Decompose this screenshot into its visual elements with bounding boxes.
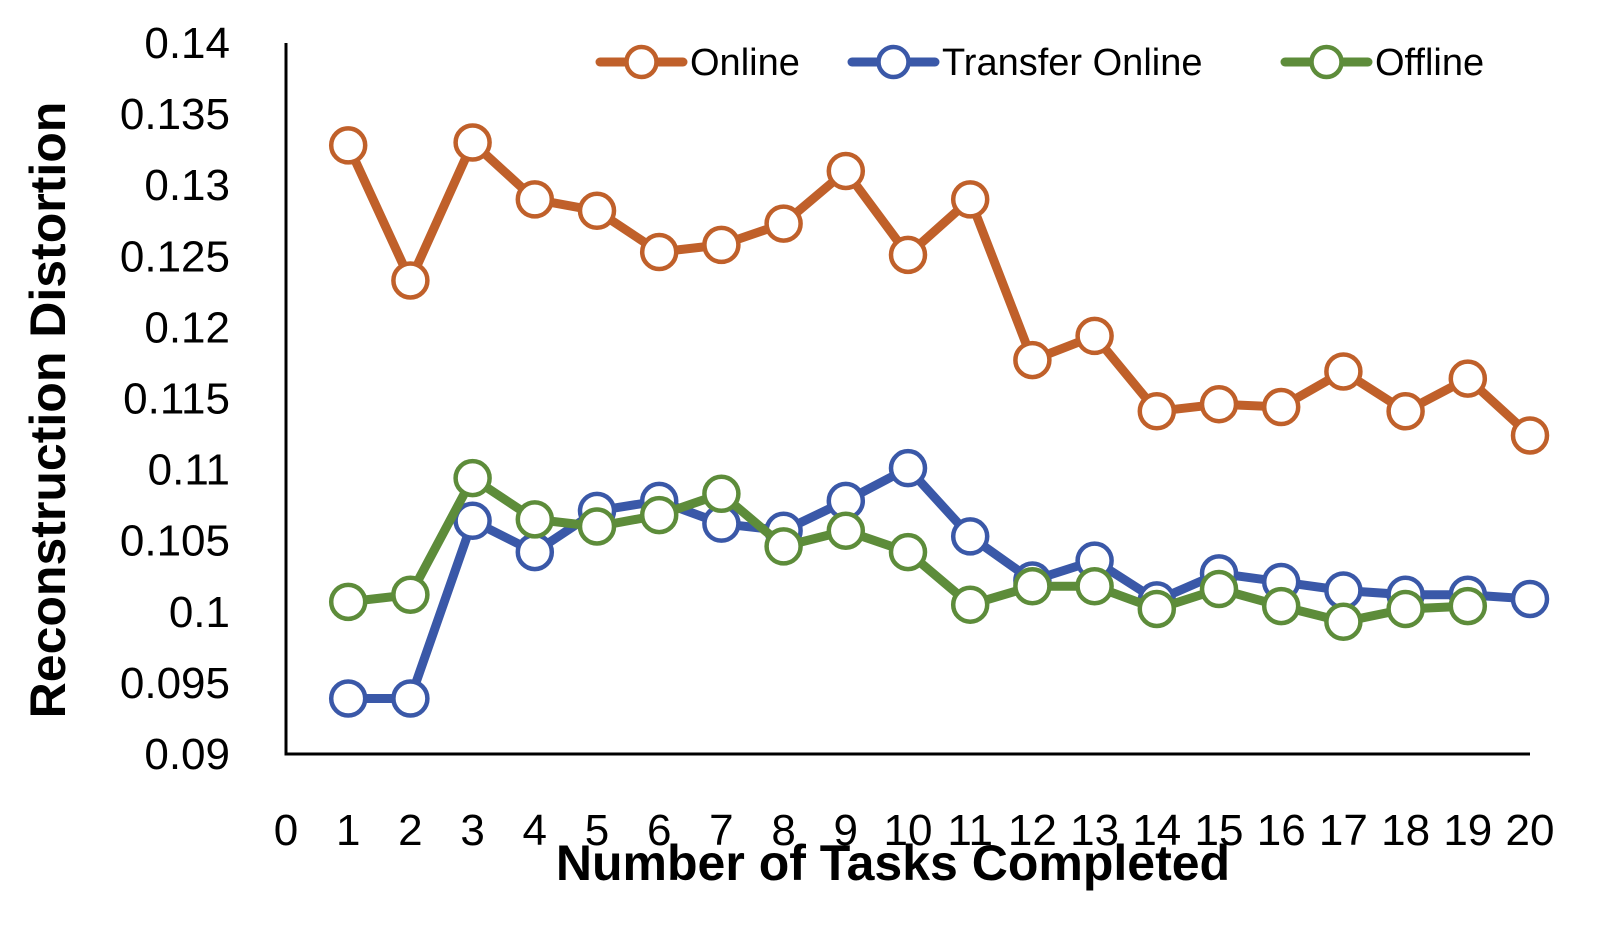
data-point-online [764, 204, 803, 243]
data-point-online [826, 151, 866, 191]
y-tick-label: 0.12 [144, 303, 230, 352]
data-point-transfer-online [1510, 579, 1550, 619]
y-tick-label: 0.115 [123, 375, 230, 424]
x-tick-label: 7 [709, 806, 733, 855]
x-tick-label: 14 [1132, 806, 1181, 855]
y-tick-label: 0.14 [144, 19, 230, 68]
series-offline [328, 458, 1488, 642]
data-point-online [391, 261, 430, 300]
data-point-online [1510, 416, 1550, 455]
x-tick-label: 6 [647, 806, 671, 855]
y-tick-label: 0.13 [144, 161, 230, 210]
data-point-offline [702, 474, 741, 514]
data-point-offline [1448, 586, 1488, 626]
data-point-offline [453, 458, 492, 498]
data-point-offline [639, 495, 679, 535]
data-point-offline [1137, 589, 1177, 629]
data-point-transfer-online [328, 679, 368, 718]
legend: Online Transfer Online Offline [595, 42, 1484, 84]
x-tick-label: 17 [1319, 806, 1368, 855]
x-tick-label: 0 [274, 806, 298, 855]
data-point-offline [391, 575, 430, 614]
data-point-transfer-online [391, 679, 430, 718]
data-point-offline [1324, 602, 1363, 642]
legend-label: Transfer Online [942, 42, 1202, 84]
data-point-online [577, 191, 617, 231]
data-point-offline [1075, 566, 1114, 606]
data-point-offline [1261, 586, 1301, 626]
data-point-online [1261, 387, 1301, 427]
data-point-offline [515, 500, 555, 539]
data-point-offline [888, 532, 928, 572]
x-tick-label: 15 [1195, 806, 1244, 855]
data-point-online [1199, 384, 1239, 424]
data-point-online [888, 235, 928, 275]
data-point-online [1013, 340, 1052, 380]
y-tick-label: 0.135 [120, 90, 230, 139]
data-point-online [328, 126, 368, 165]
legend-item-online: Online [595, 42, 800, 84]
legend-label: Online [690, 42, 800, 84]
y-axis-ticks: 0.09 0.095 0.1 0.105 0.11 0.115 0.12 0.125 0.13 0… [120, 19, 230, 779]
x-tick-label: 18 [1381, 806, 1430, 855]
data-point-transfer-online [888, 448, 928, 488]
data-point-offline [1013, 566, 1052, 606]
x-tick-label: 10 [884, 806, 933, 855]
legend-item-offline: Offline [1280, 42, 1484, 84]
x-tick-label: 9 [834, 806, 858, 855]
x-tick-label: 16 [1257, 806, 1306, 855]
y-tick-label: 0.1 [169, 588, 230, 637]
x-tick-label: 3 [460, 806, 484, 855]
data-point-transfer-online [515, 532, 555, 572]
x-tick-label: 13 [1070, 806, 1119, 855]
data-point-online [1386, 392, 1425, 431]
data-point-online [950, 180, 990, 219]
y-tick-label: 0.11 [148, 446, 230, 495]
legend-swatch-marker [1309, 44, 1344, 80]
x-axis-ticks: 0 1 2 3 4 5 6 7 8 9 10 11 12 13 14 15 16 17 18 19 20 [274, 806, 1555, 855]
data-point-online [515, 180, 555, 219]
legend-item-transfer-online: Transfer Online [847, 42, 1202, 84]
x-tick-label: 2 [398, 806, 422, 855]
y-tick-label: 0.105 [120, 517, 230, 566]
data-point-offline [1199, 569, 1239, 609]
y-tick-label: 0.125 [120, 232, 230, 281]
x-tick-label: 19 [1443, 806, 1492, 855]
x-tick-label: 4 [523, 806, 547, 855]
data-point-online [702, 225, 741, 265]
data-point-online [453, 123, 492, 162]
y-tick-label: 0.09 [144, 730, 230, 779]
x-tick-label: 8 [771, 806, 795, 855]
x-tick-label: 1 [336, 806, 360, 855]
data-point-transfer-online [453, 501, 492, 541]
data-point-online [639, 232, 679, 272]
data-point-online [1448, 359, 1488, 398]
legend-label: Offline [1375, 42, 1484, 84]
data-point-offline [577, 507, 617, 546]
x-tick-label: 12 [1008, 806, 1057, 855]
y-tick-label: 0.095 [120, 659, 230, 708]
x-tick-label: 5 [585, 806, 609, 855]
data-point-transfer-online [1324, 571, 1363, 610]
data-point-online [1324, 352, 1363, 391]
data-point-offline [328, 582, 368, 622]
legend-swatch-marker [624, 44, 659, 80]
data-point-online [1075, 316, 1114, 356]
data-point-offline [950, 585, 990, 624]
x-tick-label: 20 [1506, 806, 1555, 855]
x-tick-label: 11 [947, 806, 993, 855]
data-point-offline [1386, 589, 1425, 629]
data-point-offline [826, 511, 866, 550]
legend-swatch-marker [876, 44, 911, 80]
data-point-offline [764, 527, 803, 566]
x-axis-title: Number of Tasks Completed [556, 835, 1230, 891]
series-online [328, 123, 1550, 455]
data-point-online [1137, 392, 1177, 431]
axes [284, 43, 1530, 756]
series-layer [328, 123, 1550, 718]
data-point-transfer-online [950, 517, 990, 556]
y-axis-title: Reconstruction Distortion [20, 102, 76, 719]
